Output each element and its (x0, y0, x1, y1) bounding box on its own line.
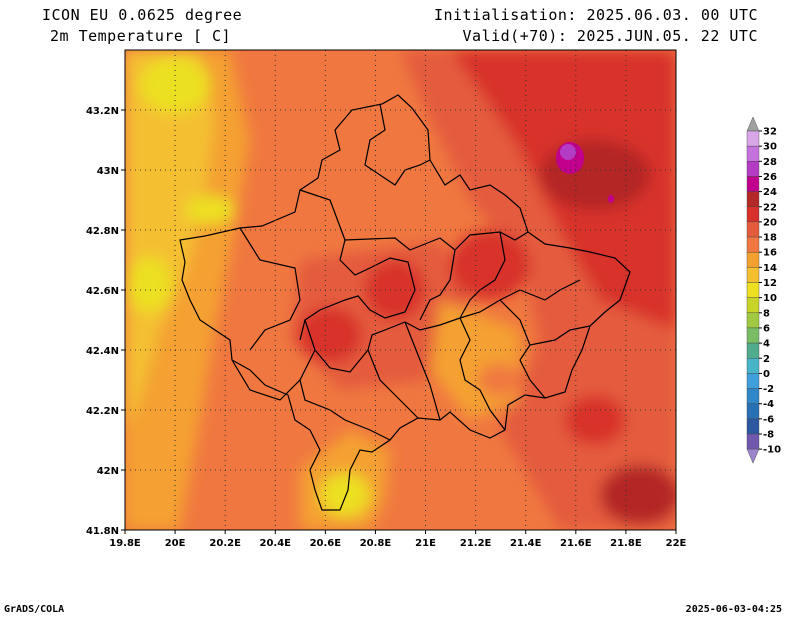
colorbar-label: -4 (763, 399, 774, 410)
y-tick-label: 43N (97, 166, 119, 177)
colorbar-swatch (746, 327, 760, 344)
x-tick-label: 21.6E (560, 538, 592, 549)
x-tick-label: 21.4E (510, 538, 542, 549)
y-tick-label: 42.8N (86, 226, 119, 237)
colorbar-swatch (746, 312, 760, 329)
colorbar-label: 24 (763, 187, 777, 198)
x-tick-label: 21E (415, 538, 436, 549)
colorbar-swatch (746, 373, 760, 389)
colorbar-swatch (746, 236, 760, 253)
colorbar-bottom-arrow (746, 448, 760, 464)
colorbar-swatch (746, 176, 760, 192)
colorbar-swatch (746, 342, 760, 359)
y-tick-label: 41.8N (86, 526, 119, 537)
x-tick-label: 21.2E (460, 538, 492, 549)
colorbar-label: 12 (763, 278, 777, 289)
axis-ticks: 19.8E 20E 20.2E 20.4E 20.6E 20.8E 21E 21.2E 21.4… (86, 106, 687, 549)
colorbar-label: 8 (763, 308, 770, 319)
y-tick-label: 42.6N (86, 286, 119, 297)
colorbar-label: -8 (763, 430, 774, 441)
x-tick-label: 22E (666, 538, 687, 549)
colorbar-swatch (746, 206, 760, 223)
y-tick-label: 43.2N (86, 106, 119, 117)
x-tick-label: 19.8E (109, 538, 141, 549)
colorbar-swatch (746, 282, 760, 298)
x-tick-label: 21.8E (610, 538, 642, 549)
colorbar-swatch (746, 418, 760, 435)
x-tick-label: 20.6E (310, 538, 342, 549)
colorbar-label: 32 (763, 127, 777, 138)
variable-title: 2m Temperature [ C] (50, 27, 232, 45)
model-title: ICON EU 0.0625 degree (42, 6, 243, 24)
colorbar-label: 26 (763, 172, 777, 183)
initialisation-time: Initialisation: 2025.06.03. 00 UTC (433, 6, 758, 24)
colorbar-label: 22 (763, 202, 777, 213)
graticule (125, 50, 676, 530)
colorbar-swatch (746, 388, 760, 404)
colorbar-label: 28 (763, 157, 777, 168)
colorbar-label: 20 (763, 217, 777, 228)
y-tick-label: 42.2N (86, 406, 119, 417)
colorbar-label: 2 (763, 354, 770, 365)
colorbar-swatch (746, 403, 760, 420)
x-tick-label: 20.2E (209, 538, 241, 549)
software-credit: GrADS/COLA (4, 604, 65, 615)
colorbar-swatch (746, 433, 760, 450)
colorbar-label: 10 (763, 293, 777, 304)
render-timestamp: 2025-06-03-04:25 (685, 604, 782, 615)
colorbar-swatch (746, 297, 760, 313)
colorbar-swatch (746, 145, 760, 162)
colorbar-label: 6 (763, 323, 770, 334)
temperature-field (125, 50, 676, 530)
colorbar-swatch (746, 267, 760, 283)
x-tick-label: 20.8E (360, 538, 392, 549)
colorbar-swatch (746, 358, 760, 374)
colorbar-label: 0 (763, 369, 770, 380)
colorbar-swatch (746, 191, 760, 207)
colorbar-label: 4 (763, 339, 770, 350)
colorbar-label: 16 (763, 248, 777, 259)
colorbar-swatch (746, 221, 760, 238)
x-tick-label: 20.4E (260, 538, 292, 549)
colorbar-label: 18 (763, 233, 777, 244)
x-tick-label: 20E (165, 538, 186, 549)
valid-time: Valid(+70): 2025.JUN.05. 22 UTC (462, 27, 758, 45)
colorbar-label: 30 (763, 142, 777, 153)
colorbar-top-arrow (746, 116, 760, 132)
colorbar-label: -10 (763, 445, 781, 456)
colorbar-label: 14 (763, 263, 777, 274)
colorbar-swatch (746, 161, 760, 177)
y-tick-label: 42.4N (86, 346, 119, 357)
y-tick-label: 42N (97, 466, 119, 477)
colorbar-swatch (746, 130, 760, 147)
colorbar-label: -6 (763, 414, 774, 425)
colorbar-swatch (746, 251, 760, 268)
admin-borders (179, 94, 631, 511)
colorbar-label: -2 (763, 384, 774, 395)
